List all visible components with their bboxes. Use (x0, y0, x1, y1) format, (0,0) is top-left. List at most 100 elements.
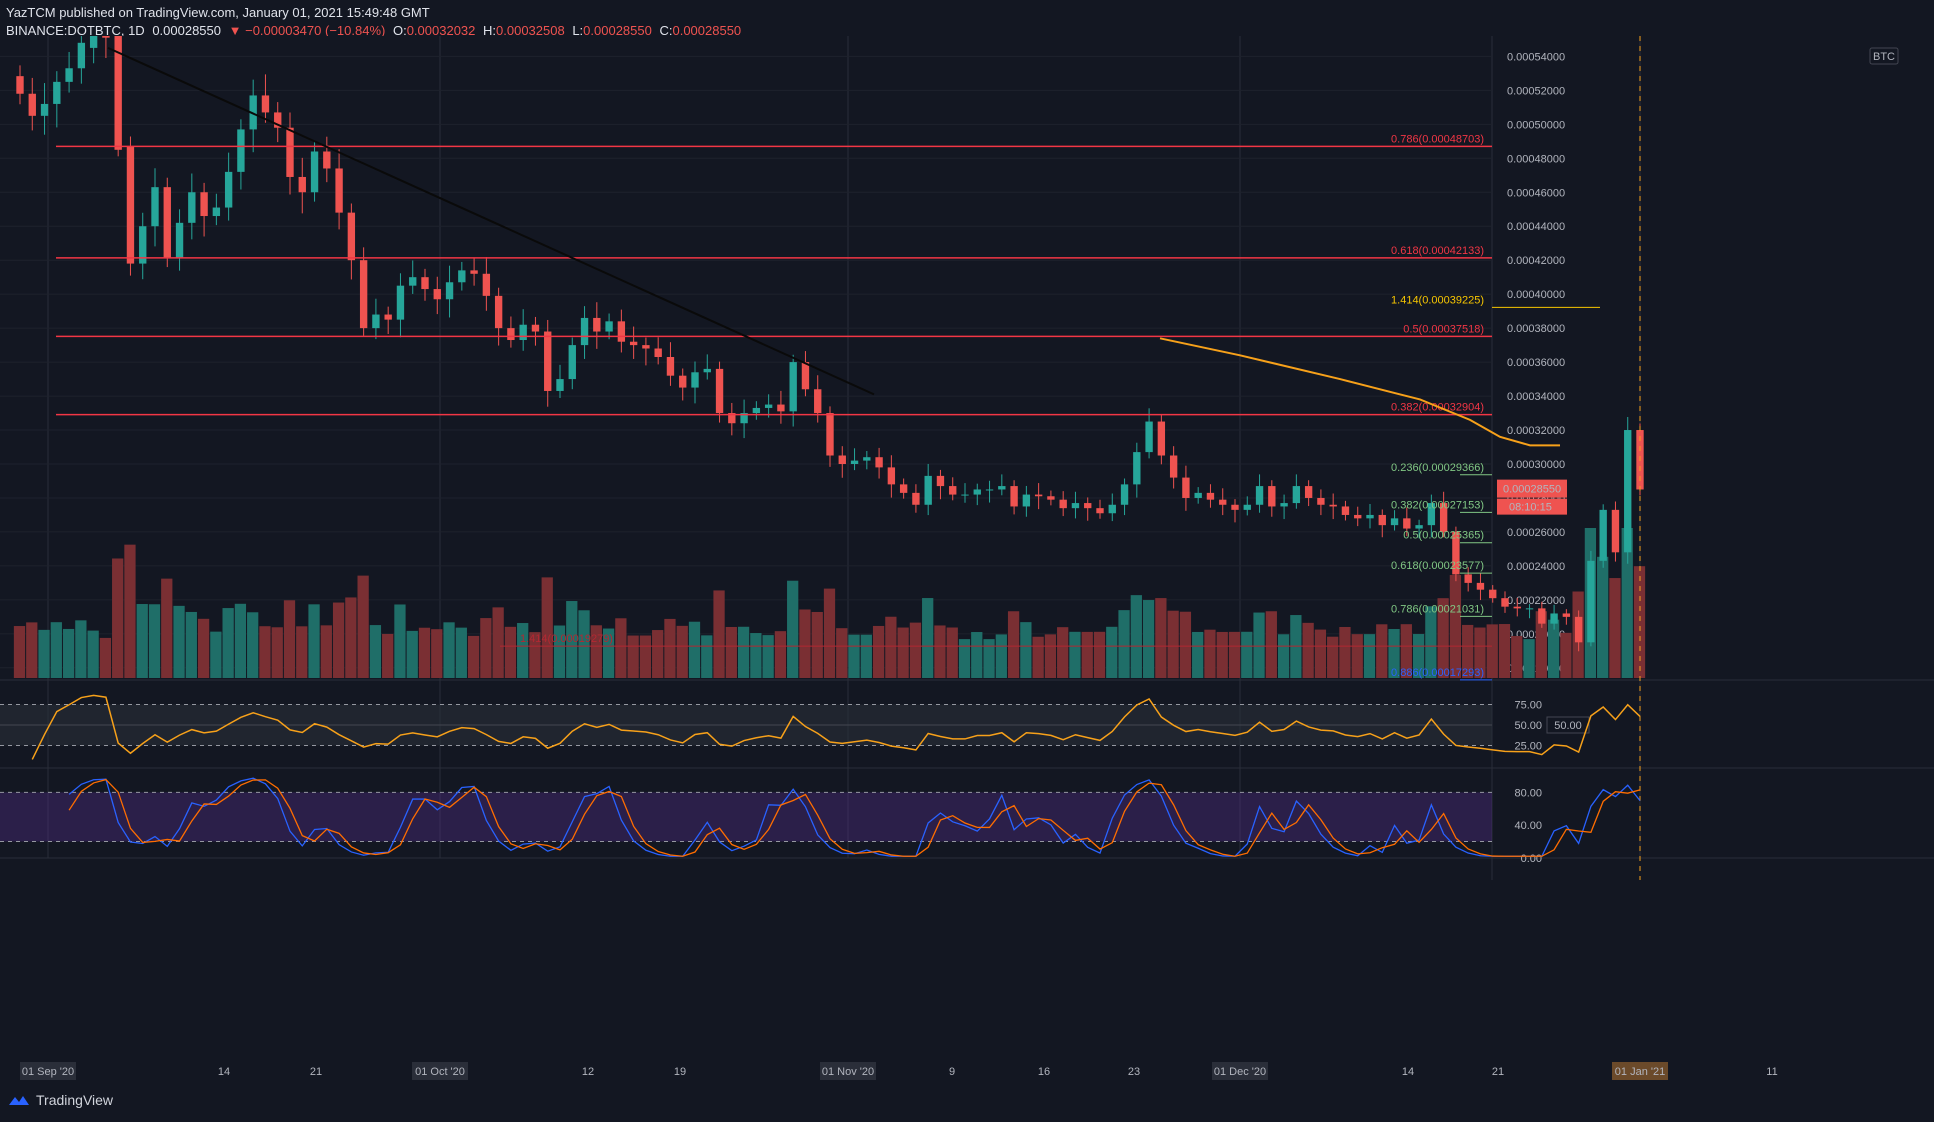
time-label-bg (820, 1062, 876, 1080)
volume-bar (676, 625, 688, 678)
stoch-tick-label: 0.00 (1521, 853, 1542, 865)
volume-bar (161, 578, 173, 678)
candle-body (445, 282, 454, 300)
countdown-tag (1497, 498, 1567, 515)
volume-bar (455, 627, 467, 678)
volume-bar (701, 635, 713, 678)
candle-body (188, 192, 196, 223)
price-tick-label: 0.00054000 (1507, 51, 1565, 63)
volume-bar (909, 622, 922, 678)
volume-bar (946, 627, 958, 678)
candle-body (1145, 421, 1153, 453)
candle-body (593, 317, 601, 332)
fib-level-label: 1.414(0.00039225) (1391, 294, 1484, 306)
volume-bar (737, 626, 750, 678)
candle-body (359, 260, 368, 329)
volume-bar (345, 597, 357, 678)
countdown-label: 08:10:15 (1509, 502, 1552, 514)
candle-body (482, 273, 491, 296)
volume-bar (1486, 624, 1498, 678)
volume-bar (1425, 606, 1437, 678)
volume-bar (259, 626, 271, 678)
volume-bar (38, 629, 50, 678)
candle-body (224, 171, 233, 208)
candle-body (1587, 560, 1595, 643)
volume-bar (885, 616, 897, 678)
fib-level-label: 0.886(0.00017293) (1391, 667, 1484, 679)
candle-body (838, 455, 846, 464)
high-label: H: (483, 23, 497, 38)
candle-body (1439, 503, 1448, 532)
volume-bar (222, 608, 234, 678)
candle-body (396, 285, 405, 320)
candle-body (1501, 598, 1509, 607)
candle-body (1538, 608, 1546, 624)
candle-body (1525, 608, 1534, 610)
candle-body (961, 494, 969, 496)
time-axis-label: 01 Oct '20 (415, 1066, 465, 1078)
current-price-tag (1497, 479, 1567, 498)
candle-body (200, 192, 208, 217)
candle-body (654, 348, 662, 357)
volume-bar (639, 635, 652, 678)
volume-bar (210, 631, 222, 678)
candle-body (1464, 574, 1472, 583)
candle-body (1403, 518, 1411, 529)
volume-bar (480, 618, 492, 678)
volume-bar (1621, 528, 1633, 678)
candle-body (1120, 484, 1129, 505)
candle-body (458, 270, 466, 283)
candle-body (126, 146, 135, 264)
open-label: O: (392, 23, 407, 38)
price-tick-label: 0.00036000 (1507, 357, 1565, 369)
candle-body (237, 129, 245, 172)
volume-bar (1118, 610, 1130, 678)
tradingview-icon (9, 1096, 29, 1105)
candle-body (863, 457, 871, 461)
candle-body (814, 389, 822, 414)
candle-body (53, 81, 61, 104)
volume-bar (688, 621, 701, 678)
volume-bar (983, 639, 995, 678)
volume-bar (1339, 626, 1351, 678)
volume-bar (529, 632, 541, 678)
volume-bar (332, 602, 345, 678)
volume-bar (87, 630, 99, 678)
candle-body (1243, 504, 1251, 510)
candle-body (1329, 504, 1337, 507)
fib-level-label: 0.236(0.00029366) (1391, 462, 1484, 474)
volume-bar (1216, 631, 1228, 678)
candle-body (1071, 503, 1080, 509)
candle-body (286, 127, 294, 177)
volume-bar (848, 634, 860, 678)
candle-body (384, 314, 392, 320)
volume-bar (1535, 611, 1547, 678)
candle-body (372, 314, 380, 329)
time-axis-label: 11 (1766, 1066, 1777, 1078)
volume-bar (173, 605, 185, 678)
candle-body (912, 492, 920, 505)
candle-body (568, 345, 576, 380)
candle-body (1427, 503, 1436, 526)
candle-body (28, 93, 36, 116)
volume-bar (566, 601, 578, 678)
candle-body (1231, 504, 1239, 510)
volume-bar (1314, 629, 1327, 678)
candle-body (470, 270, 478, 274)
volume-bar (296, 626, 308, 678)
candle-body (1550, 613, 1558, 624)
volume-bar (1523, 639, 1535, 678)
candle-body (1084, 503, 1092, 509)
volume-bar (1167, 610, 1179, 678)
volume-bar (1302, 622, 1314, 678)
volume-bar (1155, 598, 1167, 678)
price-tick-label: 0.00042000 (1507, 255, 1565, 267)
open-value: 0.00032032 (406, 23, 476, 38)
price-tick-label: 0.00022000 (1507, 595, 1565, 607)
volume-bar (1547, 619, 1560, 678)
candle-body (347, 212, 356, 261)
volume-bar (504, 626, 517, 678)
candle-body (1513, 606, 1521, 609)
candle-body (139, 226, 147, 264)
chart-canvas[interactable]: 0.00054000 0.00052000 0.00050000 0.00048000… (0, 0, 1934, 1090)
